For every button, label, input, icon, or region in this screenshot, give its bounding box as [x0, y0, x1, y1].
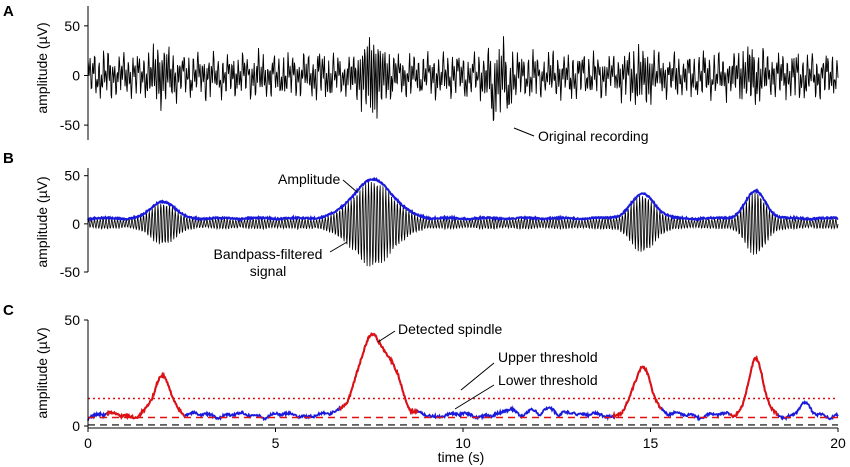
panel-a-ytick-label: 50	[64, 18, 80, 34]
annotation-leader	[329, 241, 348, 253]
panel-a-ytick-label: -50	[60, 117, 80, 133]
annotation-detected-spindle: Detected spindle	[398, 321, 503, 337]
annotation-leader	[513, 127, 535, 137]
panel-c-xtick-label: 0	[84, 435, 92, 451]
annotation-leader	[460, 362, 495, 391]
amplitude-envelope-line	[87, 332, 839, 422]
panel-b-ytick-label: 50	[64, 168, 80, 184]
panel-a-ytick-label: 0	[72, 67, 80, 83]
panel-c-xtick-label: 15	[643, 435, 659, 451]
annotation-bandpass: Bandpass-filtered	[214, 246, 323, 262]
raw-recording-line	[87, 36, 839, 122]
annotation-original-recording: Original recording	[538, 128, 649, 144]
panel-c-xtick-label: 20	[830, 435, 846, 451]
panel-c-ytick-label: 0	[72, 418, 80, 434]
bandpass-signal-line	[87, 181, 839, 267]
annotation-signal: signal	[250, 263, 287, 279]
amplitude-envelope-line	[87, 176, 839, 223]
panel-c-xtick-label: 10	[455, 435, 471, 451]
panel-a-ylabel: amplitude (µV)	[34, 22, 50, 113]
annotation-leader	[377, 330, 396, 343]
panel-b-ytick-label: -50	[60, 264, 80, 280]
annotation-upper-threshold: Upper threshold	[498, 349, 598, 365]
panel-c-ytick-label: 50	[64, 312, 80, 328]
panel-c-xlabel: time (s)	[438, 449, 485, 465]
panel-a-letter: A	[3, 3, 14, 20]
panel-c-ylabel: amplitude (µV)	[34, 327, 50, 418]
detected-spindle-segment	[338, 332, 419, 416]
annotation-leader	[454, 384, 495, 410]
annotation-amplitude: Amplitude	[278, 171, 340, 187]
annotation-leader	[342, 179, 358, 193]
detected-spindle-segment	[105, 371, 186, 421]
detected-spindle-segment	[612, 365, 662, 420]
panel-b-letter: B	[3, 150, 14, 167]
panel-b-ytick-label: 0	[72, 216, 80, 232]
panel-c-xtick-label: 5	[272, 435, 280, 451]
panel-c-letter: C	[3, 302, 14, 319]
detected-spindle-segment	[729, 354, 779, 419]
panel-b-ylabel: amplitude (µV)	[34, 176, 50, 267]
annotation-lower-threshold: Lower threshold	[498, 372, 598, 388]
